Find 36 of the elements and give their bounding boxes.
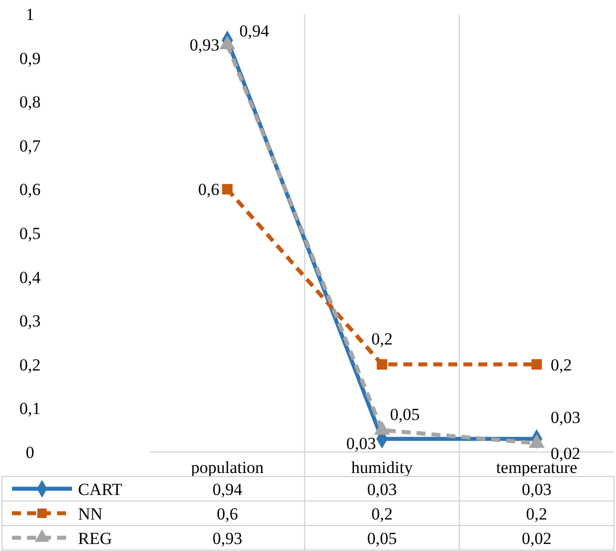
- y-tick-label: 0,2: [19, 355, 41, 374]
- y-tick-label: 0,1: [19, 399, 41, 418]
- y-tick-label: 0,7: [19, 136, 42, 156]
- y-tick-label: 0,6: [19, 180, 41, 200]
- text: 0,03: [346, 434, 376, 453]
- text: 0,03: [550, 408, 580, 427]
- data-label: 0,2: [371, 504, 393, 524]
- y-tick-label: 0,3: [19, 312, 41, 331]
- data-label: 0,6: [216, 504, 238, 524]
- data-label: 0,03: [367, 480, 397, 499]
- y-tick-label: 0: [26, 443, 34, 462]
- legend-label: NN: [78, 504, 103, 524]
- text: 0,2: [550, 355, 572, 374]
- data-label: 0,03: [522, 480, 552, 499]
- y-tick-label: 0,4: [19, 268, 42, 287]
- legend-label: REG: [78, 528, 112, 548]
- data-label: 0,05: [367, 528, 397, 548]
- data-label: 0,93: [212, 528, 242, 548]
- legend-label: CART: [78, 480, 123, 499]
- data-label: 0,94: [212, 480, 243, 499]
- point: [376, 359, 388, 370]
- text: 0,94: [239, 21, 270, 40]
- y-tick-label: 0,5: [19, 224, 41, 243]
- data-label: 0,2: [526, 504, 548, 524]
- text: 0,05: [390, 405, 420, 424]
- y-tick-label: 0,8: [19, 92, 41, 112]
- y-tick-label: 1: [26, 5, 34, 24]
- x-tick-label: humidity: [351, 458, 414, 477]
- y-tick-label: 0,9: [19, 48, 41, 68]
- text: 0,93: [190, 36, 220, 55]
- point: [531, 359, 542, 370]
- text: 0,2: [371, 329, 393, 348]
- point: [222, 184, 233, 194]
- text: 0,6: [198, 180, 220, 200]
- data-label: 0,02: [522, 528, 552, 548]
- x-tick-label: population: [190, 458, 264, 477]
